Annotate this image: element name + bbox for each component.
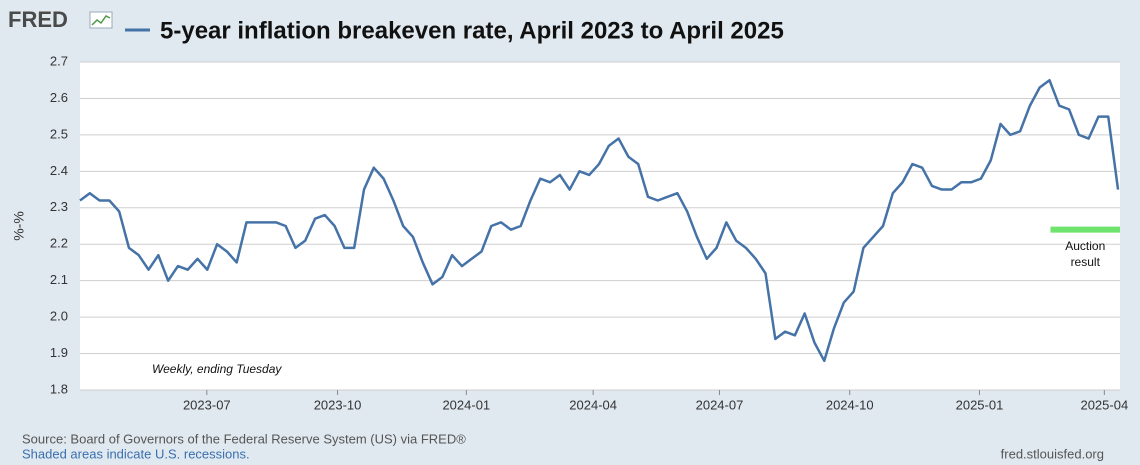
- auction-label: result: [1071, 255, 1101, 269]
- x-tick-label: 2025-04: [1080, 397, 1128, 412]
- chart-title: 5-year inflation breakeven rate, April 2…: [160, 17, 784, 44]
- y-tick-label: 2.2: [50, 236, 68, 251]
- x-tick-label: 2023-07: [183, 397, 231, 412]
- note: Weekly, ending Tuesday: [152, 362, 282, 376]
- auction-label: Auction: [1065, 239, 1105, 253]
- plot-area: [80, 62, 1120, 390]
- x-tick-label: 2024-04: [569, 397, 617, 412]
- y-axis-label: %-%: [11, 211, 27, 241]
- y-tick-label: 2.7: [50, 53, 68, 68]
- y-tick-label: 2.6: [50, 90, 68, 105]
- x-tick-label: 2024-01: [442, 397, 490, 412]
- x-tick-label: 2024-10: [826, 397, 874, 412]
- x-tick-label: 2024-07: [696, 397, 744, 412]
- x-tick-label: 2023-10: [314, 397, 362, 412]
- y-tick-label: 2.5: [50, 126, 68, 141]
- recession-note: Shaded areas indicate U.S. recessions.: [22, 446, 250, 461]
- y-tick-label: 2.0: [50, 309, 68, 324]
- y-tick-label: 2.1: [50, 272, 68, 287]
- logo-icon: [89, 11, 113, 29]
- y-tick-label: 2.4: [50, 163, 68, 178]
- x-tick-label: 2025-01: [956, 397, 1004, 412]
- y-tick-label: 2.3: [50, 199, 68, 214]
- line: [79, 78, 1120, 363]
- y-tick-label: 1.9: [50, 345, 68, 360]
- logo: FRED: [8, 7, 68, 32]
- y-tick-label: 1.8: [50, 381, 68, 396]
- source: Source: Board of Governors of the Federa…: [22, 431, 466, 446]
- site: fred.stlouisfed.org: [1001, 446, 1104, 461]
